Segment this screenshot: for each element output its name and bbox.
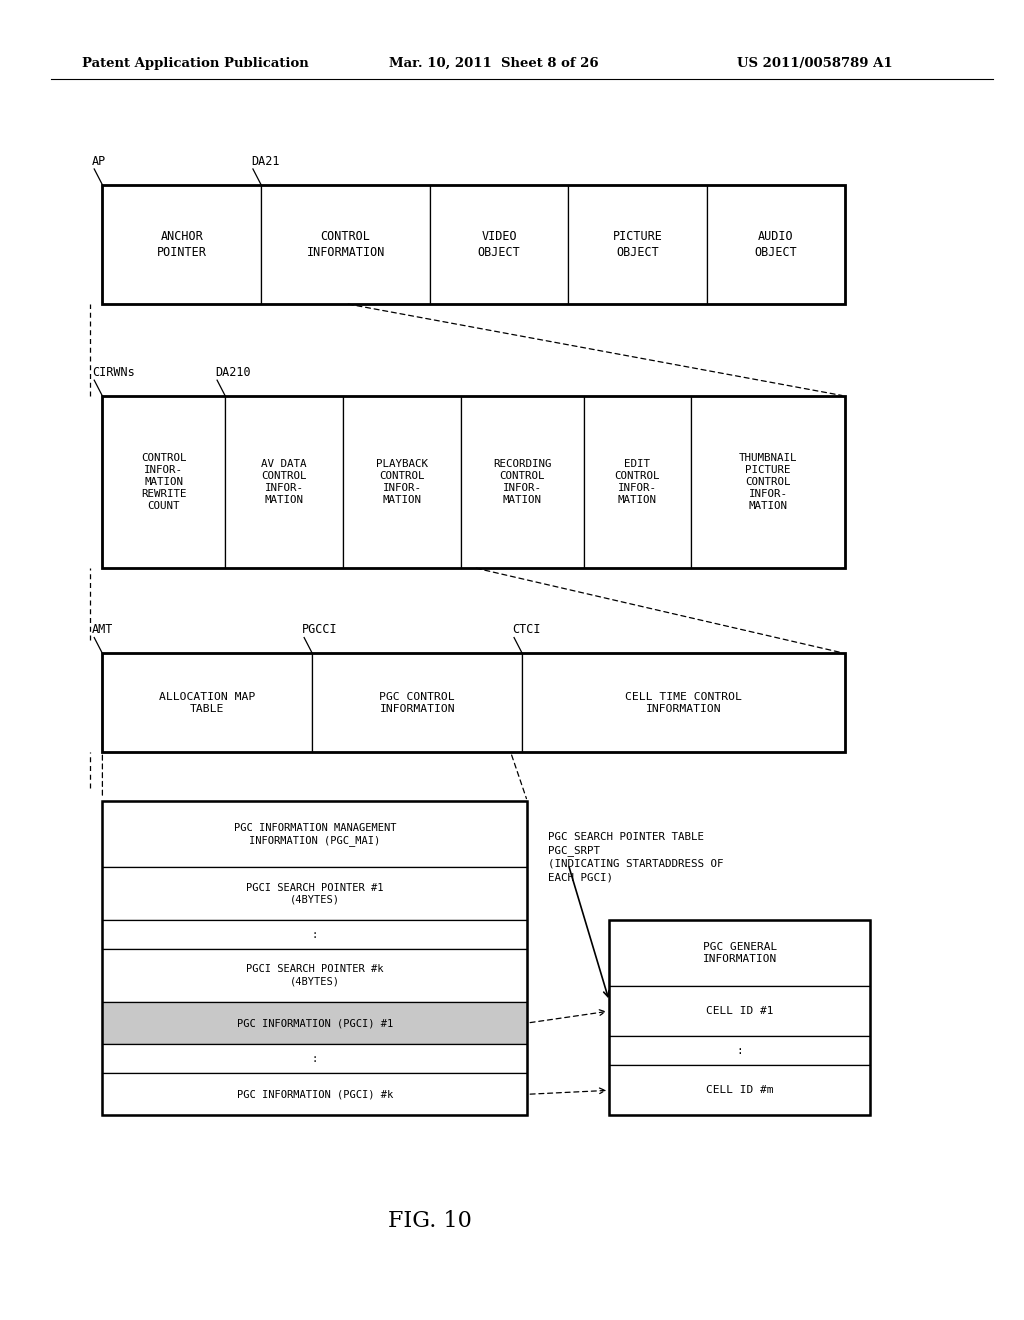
Bar [225, 396, 343, 568]
Bar [102, 920, 527, 949]
Text: CIRWNs: CIRWNs [92, 366, 135, 379]
Bar [568, 185, 707, 304]
Bar [102, 1073, 527, 1115]
Bar [343, 396, 461, 568]
Bar [102, 653, 845, 752]
Text: ALLOCATION MAP
TABLE: ALLOCATION MAP TABLE [160, 692, 255, 714]
Text: RECORDING
CONTROL
INFOR-
MATION: RECORDING CONTROL INFOR- MATION [493, 459, 552, 504]
Bar [102, 185, 845, 304]
Bar [609, 920, 870, 986]
Bar [584, 396, 691, 568]
Text: AP: AP [92, 154, 106, 168]
Text: PGC SEARCH POINTER TABLE
PGC_SRPT
(INDICATING STARTADDRESS OF
EACH PGCI): PGC SEARCH POINTER TABLE PGC_SRPT (INDIC… [548, 832, 723, 882]
Text: US 2011/0058789 A1: US 2011/0058789 A1 [737, 57, 893, 70]
Text: CELL ID #1: CELL ID #1 [707, 1006, 773, 1016]
Bar [707, 185, 845, 304]
Text: CELL ID #m: CELL ID #m [707, 1085, 773, 1096]
Bar [102, 185, 261, 304]
Text: PGCI SEARCH POINTER #k
(4BYTES): PGCI SEARCH POINTER #k (4BYTES) [246, 965, 384, 986]
Text: Patent Application Publication: Patent Application Publication [82, 57, 308, 70]
Bar [691, 396, 845, 568]
Text: AUDIO
OBJECT: AUDIO OBJECT [755, 230, 797, 259]
Text: ANCHOR
POINTER: ANCHOR POINTER [157, 230, 207, 259]
Text: :: : [311, 1053, 318, 1064]
Bar [102, 801, 527, 867]
Bar [609, 1065, 870, 1115]
Bar [102, 801, 527, 1115]
Text: EDIT
CONTROL
INFOR-
MATION: EDIT CONTROL INFOR- MATION [614, 459, 660, 504]
Text: DA21: DA21 [251, 154, 280, 168]
Text: Mar. 10, 2011  Sheet 8 of 26: Mar. 10, 2011 Sheet 8 of 26 [389, 57, 599, 70]
Bar [102, 396, 225, 568]
Bar [102, 867, 527, 920]
Text: PGC INFORMATION (PGCI) #1: PGC INFORMATION (PGCI) #1 [237, 1018, 393, 1028]
Text: CELL TIME CONTROL
INFORMATION: CELL TIME CONTROL INFORMATION [625, 692, 742, 714]
Text: VIDEO
OBJECT: VIDEO OBJECT [478, 230, 520, 259]
Bar [102, 396, 845, 568]
Text: PICTURE
OBJECT: PICTURE OBJECT [612, 230, 663, 259]
Text: PGC INFORMATION MANAGEMENT
INFORMATION (PGC_MAI): PGC INFORMATION MANAGEMENT INFORMATION (… [233, 822, 396, 846]
Bar [102, 1002, 527, 1044]
Bar [461, 396, 584, 568]
Bar [609, 986, 870, 1036]
Bar [102, 949, 527, 1002]
Bar [102, 1044, 527, 1073]
Bar [609, 920, 870, 1115]
Bar [102, 653, 312, 752]
Bar [312, 653, 522, 752]
Text: PGCCI: PGCCI [302, 623, 338, 636]
Text: DA210: DA210 [215, 366, 251, 379]
Bar [522, 653, 845, 752]
Text: PLAYBACK
CONTROL
INFOR-
MATION: PLAYBACK CONTROL INFOR- MATION [376, 459, 428, 504]
Text: :: : [736, 1045, 743, 1056]
Text: CTCI: CTCI [512, 623, 541, 636]
Text: PGC GENERAL
INFORMATION: PGC GENERAL INFORMATION [702, 942, 777, 964]
Text: PGC CONTROL
INFORMATION: PGC CONTROL INFORMATION [380, 692, 455, 714]
Text: PGCI SEARCH POINTER #1
(4BYTES): PGCI SEARCH POINTER #1 (4BYTES) [246, 883, 384, 904]
Text: :: : [311, 929, 318, 940]
Bar [261, 185, 430, 304]
Bar [430, 185, 568, 304]
Text: AV DATA
CONTROL
INFOR-
MATION: AV DATA CONTROL INFOR- MATION [261, 459, 307, 504]
Text: CONTROL
INFOR-
MATION
REWRITE
COUNT: CONTROL INFOR- MATION REWRITE COUNT [141, 453, 186, 511]
Text: THUMBNAIL
PICTURE
CONTROL
INFOR-
MATION: THUMBNAIL PICTURE CONTROL INFOR- MATION [738, 453, 798, 511]
Text: AMT: AMT [92, 623, 114, 636]
Text: FIG. 10: FIG. 10 [388, 1210, 472, 1232]
Text: PGC INFORMATION (PGCI) #k: PGC INFORMATION (PGCI) #k [237, 1089, 393, 1100]
Bar [609, 1036, 870, 1065]
Text: CONTROL
INFORMATION: CONTROL INFORMATION [306, 230, 385, 259]
